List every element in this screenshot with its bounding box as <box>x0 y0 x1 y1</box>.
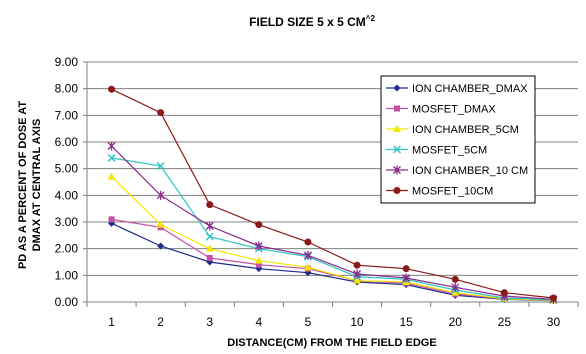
data-point <box>402 273 411 283</box>
legend-label: ION CHAMBER_5CM <box>412 124 519 136</box>
y-axis-title: PD AS A PERCENT OF DOSE AT DMAX AT CENTR… <box>17 101 43 269</box>
y-axis-title-line2: DMAX AT CENTRAL AXIS <box>31 119 43 252</box>
data-point <box>156 190 165 200</box>
data-point <box>205 244 214 252</box>
y-tick-label: 4.00 <box>55 188 79 202</box>
data-point <box>107 172 116 180</box>
legend-marker <box>393 145 401 154</box>
data-point <box>108 85 116 93</box>
x-tick-label: 4 <box>256 315 263 329</box>
data-point <box>205 232 214 241</box>
data-point <box>205 221 214 231</box>
series-line <box>111 218 554 301</box>
legend-item: ION CHAMBER_DMAX <box>386 83 528 95</box>
chart-title: FIELD SIZE 5 x 5 CM^2 <box>249 14 375 29</box>
data-point <box>500 289 508 297</box>
data-point <box>402 265 410 273</box>
legend-item: MOSFET_5CM <box>386 145 487 157</box>
y-axis-title-line1: PD AS A PERCENT OF DOSE AT <box>17 101 29 269</box>
data-point <box>451 275 459 283</box>
series-group <box>107 85 558 305</box>
data-point <box>157 242 165 250</box>
x-tick-label: 20 <box>449 315 463 329</box>
legend-box <box>380 75 536 204</box>
series-line <box>111 88 554 299</box>
legend-item: MOSFET_DMAX <box>386 104 496 116</box>
y-tick-label: 3.00 <box>55 215 79 229</box>
x-tick-label: 15 <box>399 315 413 329</box>
legend-item: ION CHAMBER_10 CM <box>386 165 528 177</box>
data-point <box>451 288 460 296</box>
y-tick-label: 9.00 <box>55 55 79 69</box>
series-1 <box>108 216 557 304</box>
data-point <box>254 241 263 251</box>
y-tick-label: 1.00 <box>55 268 79 282</box>
legend-label: ION CHAMBER_DMAX <box>412 83 528 95</box>
legend-label: ION CHAMBER_10 CM <box>412 165 528 177</box>
series-line <box>111 176 554 301</box>
x-tick-label: 25 <box>498 315 512 329</box>
legend-label: MOSFET_5CM <box>412 145 487 157</box>
data-point <box>303 263 312 271</box>
y-ticks: 0.00 1.00 2.00 3.00 4.00 5.00 6.00 7.00 8.00 9.00 <box>55 55 87 309</box>
y-tick-label: 2.00 <box>55 242 79 256</box>
legend-marker <box>393 187 401 194</box>
legend-item: MOSFET_10CM <box>386 186 493 198</box>
legend-marker <box>393 165 401 175</box>
series-line <box>111 157 554 301</box>
data-point <box>255 221 263 229</box>
data-point <box>156 162 165 170</box>
data-point <box>107 141 116 151</box>
x-axis-title: DISTANCE(CM) FROM THE FIELD EDGE <box>227 337 436 349</box>
data-point <box>303 250 312 260</box>
y-tick-label: 5.00 <box>55 162 79 176</box>
legend-item: ION CHAMBER_5CM <box>386 124 519 136</box>
x-tick-label: 5 <box>305 315 312 329</box>
x-tick-label: 10 <box>350 315 364 329</box>
data-point <box>549 294 557 302</box>
data-point <box>108 216 115 223</box>
data-point <box>304 238 312 246</box>
y-tick-label: 8.00 <box>55 82 79 96</box>
data-point <box>254 256 263 264</box>
series-4 <box>107 141 558 304</box>
data-point <box>157 109 165 117</box>
legend-label: MOSFET_DMAX <box>412 104 496 116</box>
data-point <box>107 154 116 162</box>
x-tick-label: 2 <box>157 315 164 329</box>
data-point <box>353 276 362 284</box>
legend-label: MOSFET_10CM <box>412 186 493 198</box>
legend-marker <box>393 125 401 132</box>
series-line <box>111 145 554 300</box>
legend-marker <box>394 105 400 112</box>
data-point <box>353 261 361 269</box>
legend-marker <box>393 84 401 92</box>
data-point <box>255 261 262 268</box>
series-line <box>111 222 554 302</box>
y-tick-label: 0.00 <box>55 295 79 309</box>
x-tick-label: 1 <box>108 315 115 329</box>
data-point <box>206 255 213 261</box>
y-tick-label: 6.00 <box>55 135 79 149</box>
x-tick-label: 3 <box>206 315 213 329</box>
y-tick-label: 7.00 <box>55 108 79 122</box>
x-ticks: 1 2 3 4 5 10 15 20 25 30 <box>86 302 579 329</box>
data-point <box>156 220 165 228</box>
data-point <box>451 282 460 292</box>
x-tick-label: 30 <box>547 315 561 329</box>
series-5 <box>108 85 557 302</box>
data-point <box>353 269 362 279</box>
data-point <box>206 201 214 209</box>
legend: ION CHAMBER_DMAX MOSFET_DMAX ION CHAMBER_5… <box>380 75 536 204</box>
